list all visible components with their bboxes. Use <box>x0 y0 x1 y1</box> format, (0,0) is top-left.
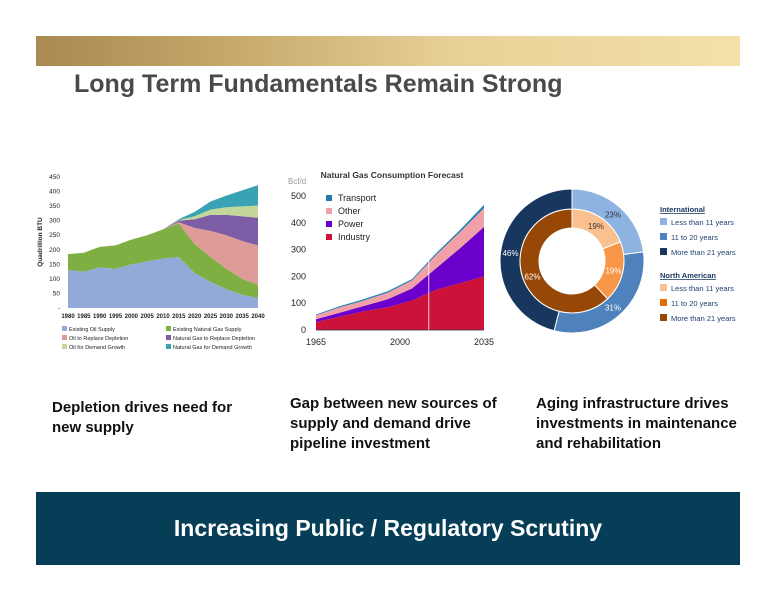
legend-label: Less than 11 years <box>671 218 734 227</box>
legend-label: Less than 11 years <box>671 284 734 293</box>
gas-consumption-chart: Natural Gas Consumption Forecast Bcf/d 0 10… <box>286 168 500 350</box>
legend-label: Power <box>338 219 364 229</box>
y-tick-label: 300 <box>291 245 306 255</box>
legend-swatch <box>660 233 667 240</box>
y-tick-label: 500 <box>291 191 306 201</box>
supply-area-chart-svg: - 50 100 150 200 250 300 350 400 450 1980 1985 1990 1… <box>37 174 265 351</box>
donut-slice-north-american-more-than-21-years <box>499 188 573 332</box>
y-tick-label: 450 <box>49 174 60 181</box>
legend-swatch <box>166 326 171 331</box>
area-oil-for-demand-growth <box>68 205 258 255</box>
scrutiny-banner: Increasing Public / Regulatory Scrutiny <box>36 492 740 565</box>
legend-label: Natural Gas to Replace Depletion <box>173 336 255 342</box>
legend-swatch <box>326 234 332 240</box>
chart-title: Natural Gas Consumption Forecast <box>321 170 464 180</box>
legend-swatch <box>326 208 332 214</box>
donut-data-label: 46% <box>502 249 518 258</box>
legend-swatch <box>660 248 667 255</box>
legend-label: More than 21 years <box>671 248 736 257</box>
y-tick-label: 400 <box>49 189 60 196</box>
y-tick-label: 350 <box>49 203 60 210</box>
pipeline-age-donut: 19% 19% 62% 23% 31% 46% International Less than… <box>499 182 750 342</box>
legend-label: Other <box>338 206 361 216</box>
x-tick-label: 2010 <box>156 314 170 320</box>
area-natural-gas-to-replace-depletion <box>68 214 258 255</box>
donut-data-label: 19% <box>588 222 604 231</box>
legend-group-title: International <box>660 205 705 214</box>
y-tick-label: 50 <box>53 290 61 297</box>
supply-area-chart: - 50 100 150 200 250 300 350 400 450 1980 1985 1990 1… <box>36 172 272 352</box>
x-tick-label: 2040 <box>251 314 265 320</box>
x-tick-label: 1980 <box>61 314 75 320</box>
y-tick-label: 250 <box>49 232 60 239</box>
header-gold-bar <box>36 36 740 66</box>
x-tick-label: 2000 <box>390 337 410 347</box>
x-tick-label: 1965 <box>306 337 326 347</box>
y-tick-label: 200 <box>49 247 60 254</box>
x-tick-label: 2020 <box>188 314 202 320</box>
donut-data-label: 31% <box>605 304 621 313</box>
legend-label: Natural Gas for Demand Growth <box>173 345 252 351</box>
legend-label: Oil to Replace Depletion <box>69 336 128 342</box>
y-tick-label: 0 <box>301 325 306 335</box>
x-tick-label: 2005 <box>140 314 154 320</box>
donut-data-label: 23% <box>605 210 621 219</box>
y-tick-label: 300 <box>49 218 60 225</box>
legend-swatch <box>62 335 67 340</box>
x-tick-label: 2000 <box>125 314 139 320</box>
area-power <box>316 226 484 322</box>
x-tick-label: 2030 <box>220 314 234 320</box>
x-tick-label: 1995 <box>109 314 123 320</box>
y-axis-label: Bcf/d <box>288 177 306 186</box>
legend-swatch <box>660 218 667 225</box>
x-tick-label: 2035 <box>235 314 249 320</box>
y-tick-label: 100 <box>49 276 60 283</box>
legend-group-title: North American <box>660 271 716 280</box>
y-tick-label: 100 <box>291 298 306 308</box>
legend-swatch <box>326 221 332 227</box>
donut-data-label: 62% <box>524 273 540 282</box>
legend-swatch <box>326 195 332 201</box>
legend-swatch <box>166 335 171 340</box>
legend-swatch <box>62 326 67 331</box>
legend-swatch <box>62 344 67 349</box>
y-tick-label: 150 <box>49 261 60 268</box>
area-existing-oil-supply <box>68 257 258 308</box>
slide-title: Long Term Fundamentals Remain Strong <box>74 70 563 98</box>
legend-label: Existing Natural Gas Supply <box>173 327 242 333</box>
legend-label: More than 21 years <box>671 314 736 323</box>
caption-aging-infrastructure: Aging infrastructure drives investments … <box>536 395 737 452</box>
x-tick-label: 2035 <box>474 337 494 347</box>
x-tick-label: 2025 <box>204 314 218 320</box>
caption-depletion: Depletion drives need for new supply <box>52 399 233 436</box>
y-axis-label: Quadrillion BTU <box>37 217 44 267</box>
x-tick-label: 1990 <box>93 314 107 320</box>
legend-label: Industry <box>338 232 371 242</box>
legend-swatch <box>660 284 667 291</box>
caption-supply-gap: Gap between new sources of supply and de… <box>290 395 497 452</box>
x-tick-label: 1985 <box>77 314 91 320</box>
banner-text: Increasing Public / Regulatory Scrutiny <box>173 515 603 541</box>
area-natural-gas-for-demand-growth <box>68 185 258 255</box>
pipeline-age-donut-svg: 19% 19% 62% 23% 31% 46% International Less than… <box>499 188 736 334</box>
donut-data-label: 19% <box>605 266 621 275</box>
legend-swatch <box>660 299 667 306</box>
legend-label: Transport <box>338 193 377 203</box>
legend-swatch <box>166 344 171 349</box>
area-oil-to-replace-depletion <box>68 222 258 285</box>
x-tick-label: 2015 <box>172 314 186 320</box>
area-industry <box>316 276 484 330</box>
area-existing-natural-gas-supply <box>68 223 258 298</box>
legend-label: Oil for Demand Growth <box>69 345 125 351</box>
gas-consumption-chart-svg: Natural Gas Consumption Forecast Bcf/d 0 10… <box>288 170 494 347</box>
y-tick-label: 200 <box>291 271 306 281</box>
legend-swatch <box>660 314 667 321</box>
y-tick-label: - <box>58 305 60 312</box>
y-tick-label: 400 <box>291 218 306 228</box>
legend-label: 11 to 20 years <box>671 233 718 242</box>
legend-label: Existing Oil Supply <box>69 327 115 333</box>
legend-label: 11 to 20 years <box>671 299 718 308</box>
